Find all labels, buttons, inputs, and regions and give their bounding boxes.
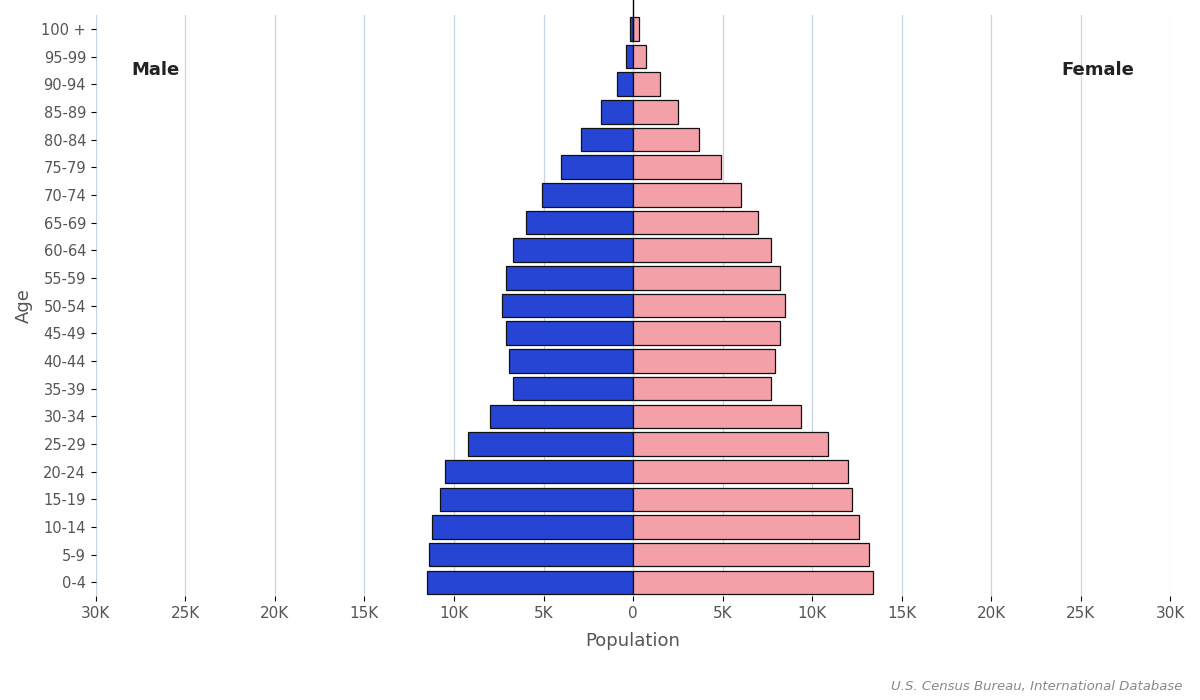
Bar: [634, 266, 780, 290]
Bar: [634, 72, 660, 96]
X-axis label: Population: Population: [586, 632, 680, 650]
Bar: [445, 460, 634, 484]
Bar: [634, 460, 848, 484]
Bar: [634, 377, 770, 400]
Bar: [427, 570, 634, 594]
Bar: [506, 321, 634, 345]
Bar: [634, 239, 770, 262]
Bar: [526, 211, 634, 234]
Bar: [634, 211, 758, 234]
Bar: [428, 543, 634, 566]
Bar: [514, 239, 634, 262]
Text: Male: Male: [132, 62, 180, 79]
Bar: [617, 72, 634, 96]
Bar: [634, 17, 640, 41]
Bar: [468, 432, 634, 456]
Bar: [634, 183, 740, 206]
Bar: [630, 17, 634, 41]
Bar: [634, 405, 802, 428]
Bar: [634, 45, 647, 69]
Bar: [634, 543, 870, 566]
Bar: [439, 487, 634, 511]
Bar: [514, 377, 634, 400]
Bar: [634, 487, 852, 511]
Bar: [510, 349, 634, 372]
Bar: [634, 515, 859, 539]
Bar: [432, 515, 634, 539]
Bar: [634, 570, 874, 594]
Bar: [634, 294, 785, 317]
Bar: [503, 294, 634, 317]
Bar: [490, 405, 634, 428]
Bar: [634, 100, 678, 124]
Bar: [634, 432, 828, 456]
Bar: [506, 266, 634, 290]
Text: Female: Female: [1062, 62, 1134, 79]
Bar: [626, 45, 634, 69]
Y-axis label: Age: Age: [14, 288, 32, 323]
Bar: [634, 321, 780, 345]
Bar: [634, 128, 700, 151]
Text: U.S. Census Bureau, International Database: U.S. Census Bureau, International Databa…: [890, 680, 1182, 693]
Bar: [581, 128, 634, 151]
Bar: [562, 155, 634, 179]
Bar: [541, 183, 634, 206]
Bar: [601, 100, 634, 124]
Bar: [634, 155, 721, 179]
Bar: [634, 349, 774, 372]
